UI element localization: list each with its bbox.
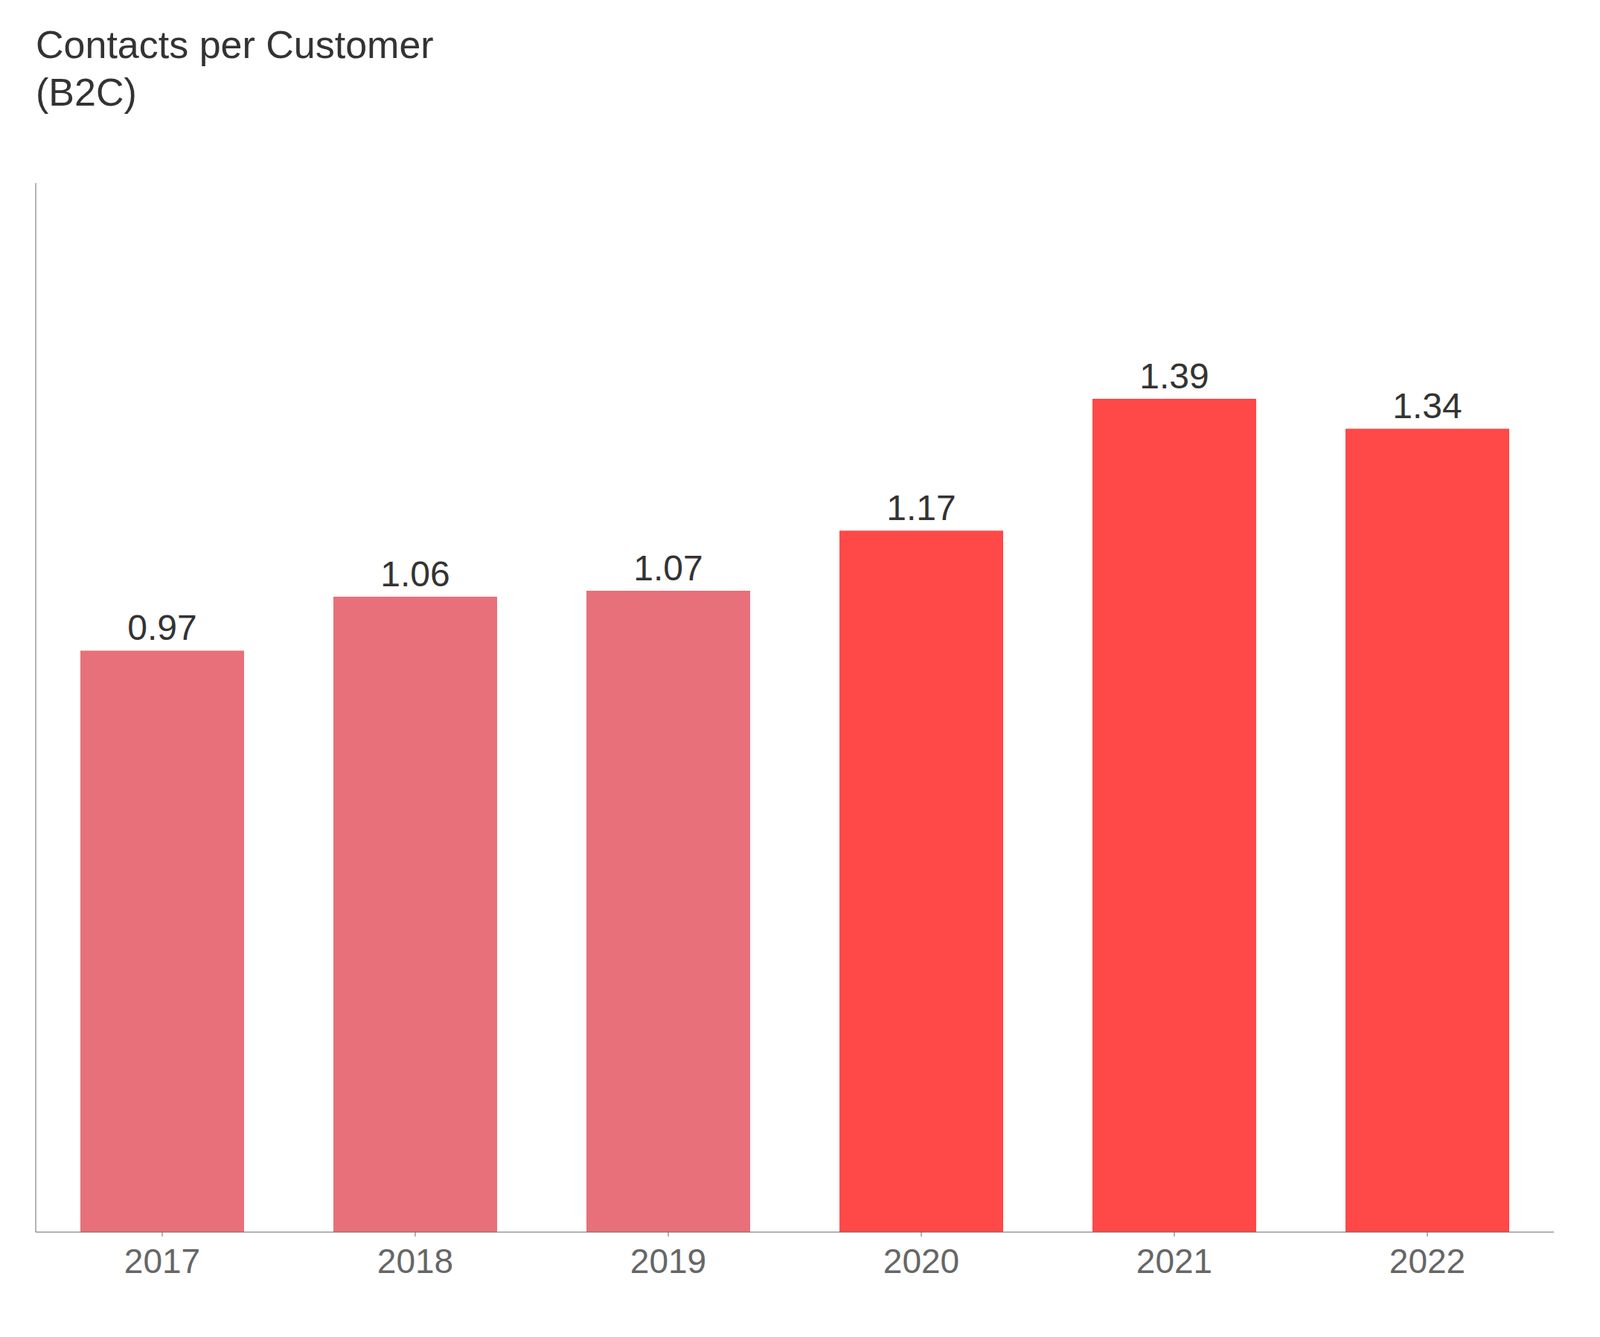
html-text:Contacts per Customer: Contacts per Customer [35, 23, 434, 67]
svg-text:1.39: 1.39 [1139, 356, 1209, 396]
svg-text:1.06: 1.06 [380, 554, 450, 594]
svg-text:2019: 2019 [630, 1242, 707, 1281]
svg-text:2020: 2020 [883, 1242, 960, 1281]
svg-text:1.07: 1.07 [633, 548, 703, 588]
svg-text:1.34: 1.34 [1392, 386, 1462, 426]
svg-text:2017: 2017 [124, 1242, 201, 1281]
html-text:(B2C): (B2C) [35, 70, 137, 114]
svg-text:0.97: 0.97 [127, 608, 197, 648]
svg-text:2018: 2018 [377, 1242, 454, 1281]
svg-text:1.17: 1.17 [886, 488, 956, 528]
svg-text:2021: 2021 [1136, 1242, 1213, 1281]
svg-text:2022: 2022 [1389, 1242, 1466, 1281]
